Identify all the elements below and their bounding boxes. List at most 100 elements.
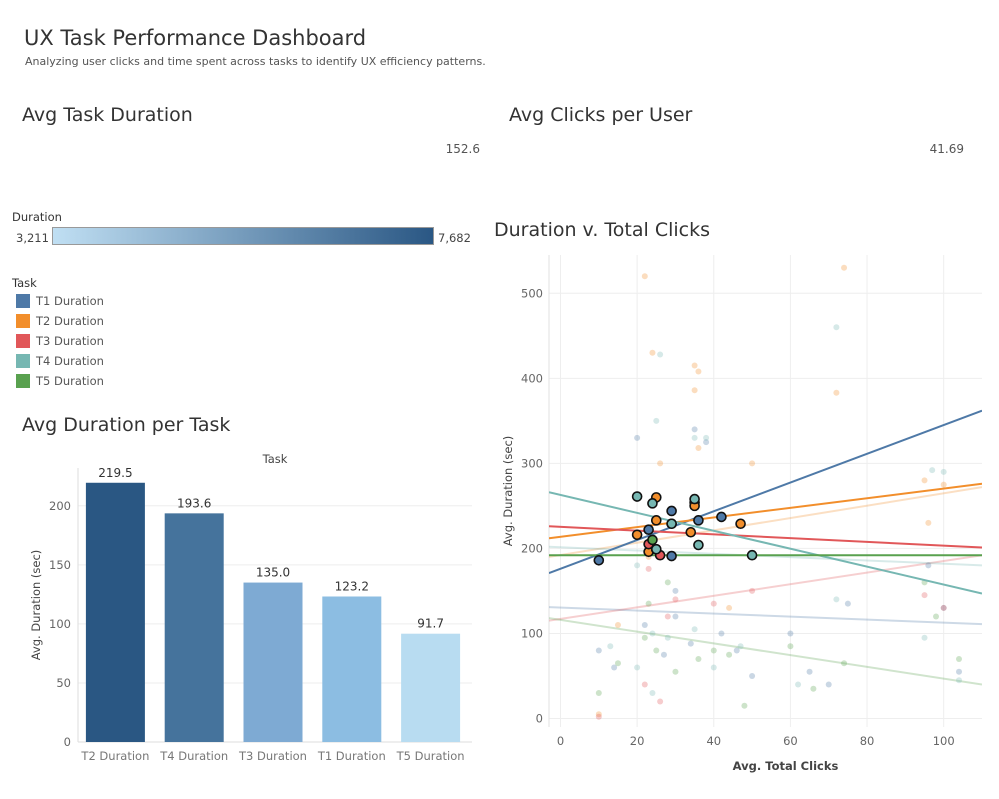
faded-point — [634, 434, 641, 441]
faded-point — [607, 643, 614, 650]
faded-point — [940, 604, 947, 611]
x-tick-label: 60 — [783, 734, 798, 748]
faded-point — [795, 681, 802, 688]
faded-point — [703, 439, 710, 446]
faded-point — [595, 713, 602, 720]
faded-point — [649, 630, 656, 637]
faded-point — [841, 264, 848, 271]
highlighted-point — [693, 515, 704, 526]
legend-item-t2[interactable]: T2 Duration — [16, 314, 104, 328]
faded-point — [672, 613, 679, 620]
faded-point — [664, 579, 671, 586]
y-tick-label: 200 — [49, 499, 71, 513]
bar-value-label: 219.5 — [98, 466, 132, 480]
trend-line — [549, 525, 982, 549]
y-tick-label: 0 — [64, 735, 71, 749]
faded-point — [653, 417, 660, 424]
faded-point — [726, 651, 733, 658]
faded-point — [940, 481, 947, 488]
faded-point — [841, 660, 848, 667]
faded-point — [787, 630, 794, 637]
highlighted-point — [650, 515, 662, 526]
faded-point — [726, 604, 733, 611]
x-tick-label: 100 — [933, 734, 955, 748]
dashboard-title: UX Task Performance Dashboard — [24, 26, 367, 50]
faded-point — [645, 565, 652, 572]
legend-item-t5[interactable]: T5 Duration — [16, 374, 104, 388]
faded-point — [833, 389, 840, 396]
highlighted-point — [666, 550, 677, 562]
avg-duration-title: Avg Task Duration — [22, 104, 193, 126]
legend-swatch — [16, 334, 30, 348]
scatter-chart: 0 100 200 300 400 500 0 20 40 60 80 100 Avg. Total C… — [501, 255, 982, 773]
y-tick-label: 400 — [521, 371, 543, 385]
faded-point — [691, 362, 698, 369]
avg-duration-value: 152.6 — [445, 142, 480, 156]
legend-item-t4[interactable]: T4 Duration — [16, 354, 104, 368]
faded-point — [956, 655, 963, 662]
faded-point — [749, 460, 756, 467]
legend-item-t3[interactable]: T3 Duration — [16, 334, 104, 348]
trend-line — [549, 409, 982, 575]
avg-clicks-title: Avg Clicks per User — [509, 104, 693, 126]
faded-point — [660, 651, 667, 658]
faded-point — [787, 643, 794, 650]
bar — [85, 482, 145, 742]
bar-value-label: 91.7 — [417, 617, 444, 631]
faded-trend-line — [549, 554, 982, 622]
faded-point — [691, 426, 698, 433]
bar-value-label: 135.0 — [256, 566, 290, 580]
faded-point — [691, 626, 698, 633]
faded-point — [833, 596, 840, 603]
bar-value-label: 123.2 — [335, 579, 369, 593]
faded-point — [806, 668, 813, 675]
faded-point — [844, 600, 851, 607]
bar-chart: 0 50 100 150 200 Task Avg. Duration (sec) 219.5… — [29, 452, 472, 763]
x-tick-label: 0 — [557, 734, 564, 748]
faded-point — [657, 351, 664, 358]
legend-label: T1 Duration — [36, 294, 104, 308]
faded-point — [691, 387, 698, 394]
faded-point — [956, 668, 963, 675]
faded-point — [645, 600, 652, 607]
legend-item-t1[interactable]: T1 Duration — [16, 294, 104, 308]
faded-point — [933, 613, 940, 620]
faded-point — [921, 592, 928, 599]
dashboard-subtitle: Analyzing user clicks and time spent acr… — [25, 55, 486, 68]
faded-point — [733, 647, 740, 654]
faded-point — [710, 664, 717, 671]
y-tick-label: 50 — [56, 676, 71, 690]
y-tick-label: 500 — [521, 286, 543, 300]
faded-point — [657, 698, 664, 705]
highlighted-point — [693, 539, 704, 551]
highlighted-point — [647, 498, 658, 509]
faded-point — [649, 689, 656, 696]
legend-swatch — [16, 374, 30, 388]
faded-trend-line — [549, 486, 982, 558]
bar — [243, 582, 303, 742]
bar — [322, 596, 382, 742]
faded-point — [687, 640, 694, 647]
legend-label: T3 Duration — [36, 334, 104, 348]
highlighted-point — [631, 491, 643, 502]
y-tick-label: 300 — [521, 456, 543, 470]
highlighted-point — [631, 529, 643, 541]
highlighted-point — [689, 493, 700, 505]
faded-point — [925, 562, 932, 569]
y-tick-label: 200 — [521, 541, 543, 555]
bar — [401, 633, 461, 742]
faded-point — [653, 647, 660, 654]
x-tick-label: T4 Duration — [159, 749, 228, 763]
y-tick-label: 0 — [536, 711, 543, 725]
faded-point — [940, 604, 947, 611]
highlighted-point — [666, 518, 677, 530]
faded-point — [657, 460, 664, 467]
y-tick-label: 100 — [521, 626, 543, 640]
y-axis-title: Avg. Duration (sec) — [29, 550, 43, 661]
faded-point — [749, 587, 756, 594]
faded-point — [672, 668, 679, 675]
highlighted-point — [746, 549, 758, 561]
faded-point — [691, 434, 698, 441]
color-legend-max: 7,682 — [438, 231, 471, 245]
faded-point — [956, 677, 963, 684]
